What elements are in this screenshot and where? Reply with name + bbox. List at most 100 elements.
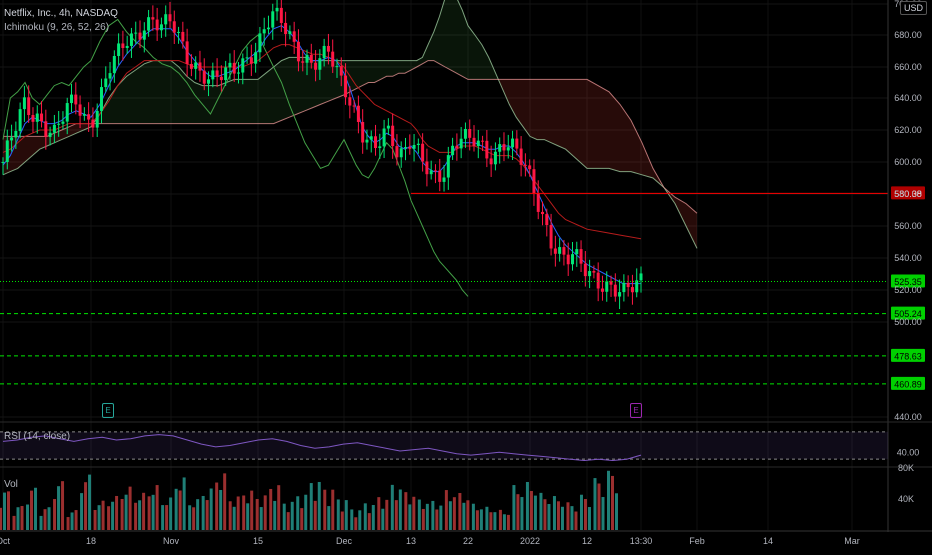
candle-body	[121, 43, 125, 48]
volume-bar	[417, 499, 421, 530]
candle-body	[348, 97, 352, 106]
volume-bar	[547, 504, 551, 530]
candle-body	[129, 33, 133, 46]
volume-bar	[26, 504, 30, 530]
candle-body	[344, 75, 348, 98]
volume-bar	[88, 474, 92, 530]
earnings-event-icon[interactable]: E	[102, 403, 114, 418]
cloud-segment	[229, 80, 231, 124]
candle-body	[52, 124, 56, 133]
cloud-segment	[601, 87, 603, 169]
cloud-segment	[203, 85, 205, 124]
volume-bar	[70, 512, 74, 530]
ichimoku-legend[interactable]: Ichimoku (9, 26, 52, 26)	[4, 22, 110, 33]
candle-body	[622, 282, 626, 293]
price-grid	[0, 0, 888, 530]
candle-body	[271, 11, 275, 28]
cloud-segment	[305, 57, 307, 111]
volume-bar	[408, 504, 412, 530]
candle-body	[412, 145, 416, 149]
candle-body	[566, 254, 570, 265]
cloud-segment	[347, 60, 349, 94]
candle-body	[151, 17, 155, 20]
candle-body	[639, 273, 643, 281]
cloud-segment	[577, 79, 579, 162]
candle-body	[596, 272, 600, 289]
cloud-segment	[9, 136, 11, 173]
y-tick-label: 440.00	[894, 412, 922, 422]
candle-body	[451, 145, 455, 156]
candle-body	[215, 70, 219, 77]
volume-bar	[134, 502, 138, 530]
volume-bar	[273, 500, 277, 530]
level-price-tag	[891, 348, 925, 362]
cloud-segment	[253, 79, 255, 124]
candle-body	[318, 58, 322, 70]
candle-body	[65, 103, 69, 122]
candle-body	[194, 62, 198, 69]
volume-bar	[371, 505, 375, 530]
cloud-segment	[607, 90, 609, 169]
cloud-segment	[205, 85, 207, 124]
candle-body	[142, 30, 146, 40]
volume-bar	[412, 496, 416, 530]
cloud-segment	[575, 79, 577, 160]
cloud-segment	[27, 136, 29, 161]
cloud-segment	[189, 78, 191, 124]
candle-body	[245, 57, 249, 59]
cloud-segment	[77, 123, 79, 133]
candle-body	[1, 162, 5, 163]
currency-badge[interactable]: USD	[900, 1, 928, 15]
candle-body	[18, 109, 22, 131]
candle-body	[331, 51, 335, 67]
candle-body	[164, 14, 168, 25]
cloud-segment	[299, 57, 301, 114]
cloud-segment	[431, 33, 433, 61]
cloud-segment	[369, 60, 371, 83]
candle-body	[326, 45, 330, 52]
cloud-segment	[385, 60, 387, 78]
candle-body	[82, 114, 86, 116]
volume-bar	[286, 512, 290, 530]
candle-body	[211, 70, 215, 80]
candle-body	[515, 138, 519, 149]
volume-bar	[458, 493, 462, 530]
candle-body	[309, 54, 313, 63]
volume-bar	[543, 499, 547, 530]
cloud-segment	[211, 85, 213, 124]
x-tick-label: 13:30	[630, 536, 653, 546]
volume-bar	[615, 493, 618, 530]
cloud-segment	[209, 85, 211, 124]
candle-body	[40, 113, 44, 122]
cloud-segment	[59, 130, 61, 141]
cloud-segment	[379, 60, 381, 81]
volume-bar	[354, 517, 358, 530]
candle-body	[541, 211, 545, 215]
volume-legend[interactable]: Vol	[4, 479, 18, 490]
chart-symbol-title[interactable]: Netflix, Inc., 4h, NASDAQ	[4, 8, 118, 19]
earnings-event-icon[interactable]: E	[630, 403, 642, 418]
cloud-segment	[279, 60, 281, 122]
cloud-segment	[111, 92, 113, 124]
cloud-segment	[567, 79, 569, 153]
volume-bar	[556, 501, 560, 530]
cloud-segment	[123, 77, 125, 124]
candle-body	[536, 193, 540, 212]
cloud-segment	[621, 105, 623, 172]
cloud-segment	[297, 57, 299, 115]
cloud-segment	[271, 67, 273, 124]
cloud-segment	[135, 69, 137, 124]
candle-body	[254, 52, 258, 64]
cloud-segment	[353, 60, 355, 91]
cloud-segment	[241, 79, 243, 124]
cloud-segment	[119, 82, 121, 124]
volume-bar	[493, 512, 497, 530]
candle-body	[446, 155, 450, 178]
rsi-legend[interactable]: RSI (14, close)	[4, 431, 71, 442]
volume-bar	[0, 507, 2, 530]
cloud-segment	[413, 60, 415, 70]
cloud-segment	[387, 60, 389, 77]
volume-bar	[363, 503, 367, 530]
